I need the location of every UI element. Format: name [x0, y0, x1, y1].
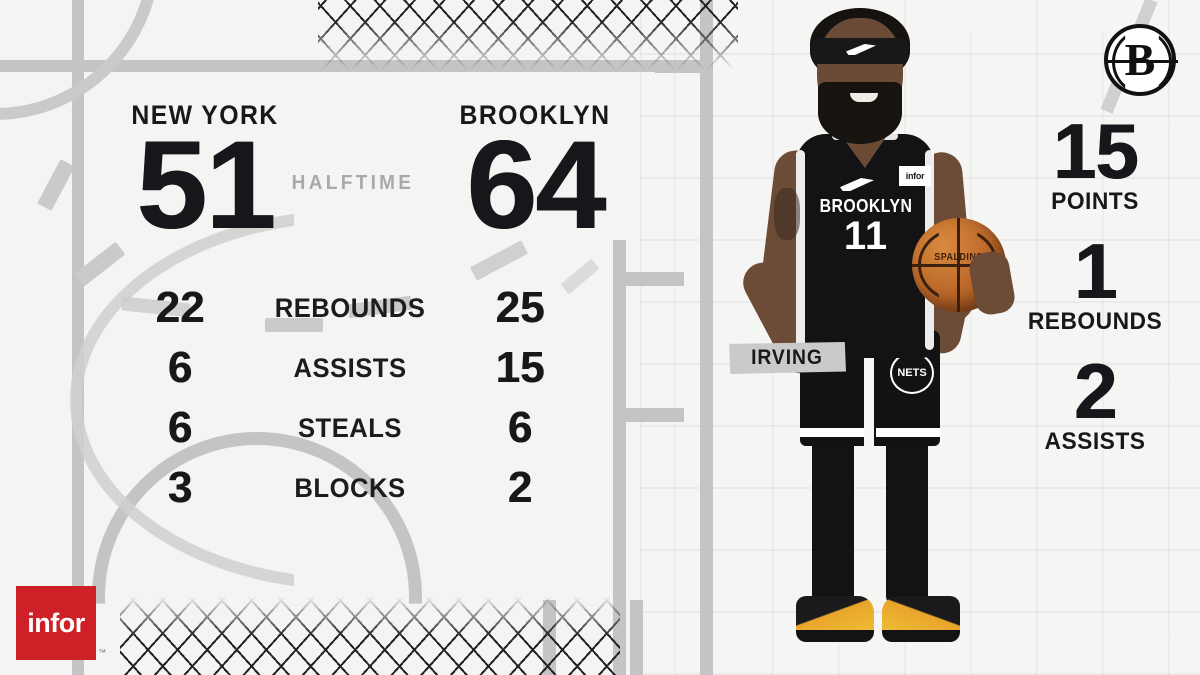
court-hash-mark-top	[655, 60, 701, 73]
player-stat-label: POINTS	[1051, 187, 1139, 215]
away-stat-value: 6	[167, 343, 193, 392]
logo-seam-horizontal	[1106, 60, 1178, 63]
jersey-number: 11	[843, 214, 889, 258]
player-photo-cutout: NETS infor BROOKLYN 11 SPALDING	[700, 0, 1080, 675]
court-bar-2	[630, 600, 643, 675]
player-right-leg	[886, 430, 928, 606]
home-team-score: 64	[466, 116, 606, 255]
player-stat-label: ASSISTS	[1044, 427, 1146, 455]
away-stat-value: 6	[167, 403, 193, 452]
infor-sponsor-logo: infor	[16, 586, 96, 660]
trademark-symbol: ™	[98, 648, 106, 657]
player-stat-value: 2	[1073, 346, 1117, 435]
away-stat-value: 22	[155, 283, 205, 332]
table-row: 22 REBOUNDS 25	[100, 278, 600, 338]
player-stat-value: 1	[1073, 226, 1117, 315]
stat-label: BLOCKS	[294, 472, 406, 503]
player-shorts-hem-right	[876, 428, 940, 437]
basketball-seam-vertical	[957, 218, 960, 312]
table-row: 6 STEALS 6	[100, 398, 600, 458]
away-stat-value: 3	[167, 463, 193, 512]
player-shorts-hem-left	[800, 428, 864, 437]
stat-label: STEALS	[297, 412, 403, 443]
home-team-name: BROOKLYN	[459, 100, 611, 130]
nike-swoosh-headband-icon	[846, 44, 876, 55]
player-left-leg	[812, 430, 854, 606]
table-row: 3 BLOCKS 2	[100, 458, 600, 518]
home-stat-value: 6	[507, 403, 533, 452]
brooklyn-nets-logo-icon: B	[1104, 24, 1178, 96]
stat-label: REBOUNDS	[274, 292, 426, 323]
player-beard	[818, 82, 902, 144]
stat-label: ASSISTS	[293, 352, 407, 383]
basketball-net-pattern-bottom	[120, 596, 620, 675]
game-status-label: HALFTIME	[291, 172, 415, 194]
jersey-team-wordmark: BROOKLYN	[819, 196, 913, 216]
player-stat-item: 1 REBOUNDS	[1000, 226, 1190, 336]
infor-wordmark: infor	[27, 607, 85, 638]
logo-letter: B	[1124, 34, 1156, 85]
player-stats-column: 15 POINTS 1 REBOUNDS 2 ASSISTS	[1000, 107, 1190, 480]
court-line-horizontal-top	[0, 60, 700, 72]
away-team-name: NEW YORK	[131, 100, 279, 130]
player-name-tag: IRVING	[729, 342, 846, 374]
player-stat-item: 2 ASSISTS	[1000, 346, 1190, 456]
player-stat-label: REBOUNDS	[1027, 307, 1163, 335]
court-bar-1	[543, 600, 556, 675]
home-stat-value: 2	[507, 463, 533, 512]
home-stat-value: 15	[495, 343, 545, 392]
player-left-shoe-sole	[796, 630, 874, 642]
away-team-score-block: NEW YORK 51	[70, 100, 340, 255]
player-name-label: IRVING	[751, 346, 823, 369]
team-stats-table: 22 REBOUNDS 25 6 ASSISTS 15 6 STEALS 6 3…	[100, 278, 600, 518]
player-arm-tattoo	[774, 188, 800, 240]
player-right-shoe-sole	[882, 630, 960, 642]
court-hash-mark-2	[626, 408, 684, 422]
court-line-lane	[613, 240, 626, 675]
court-hash-mark-1	[626, 272, 684, 286]
basketball-brand-text: SPALDING	[934, 252, 984, 263]
home-team-score-block: BROOKLYN 64	[400, 100, 670, 255]
shorts-nets-logo: NETS	[890, 352, 934, 394]
away-team-score: 51	[136, 116, 276, 255]
jersey-trim-left	[796, 150, 805, 350]
player-mouth	[850, 93, 878, 102]
home-stat-value: 25	[495, 283, 545, 332]
table-row: 6 ASSISTS 15	[100, 338, 600, 398]
basketball-net-pattern-top	[318, 0, 738, 70]
jersey-sponsor-patch: infor	[899, 166, 931, 186]
player-stat-value: 15	[1052, 107, 1139, 195]
player-stat-item: 15 POINTS	[1000, 107, 1190, 216]
player-shorts-split	[864, 356, 874, 446]
